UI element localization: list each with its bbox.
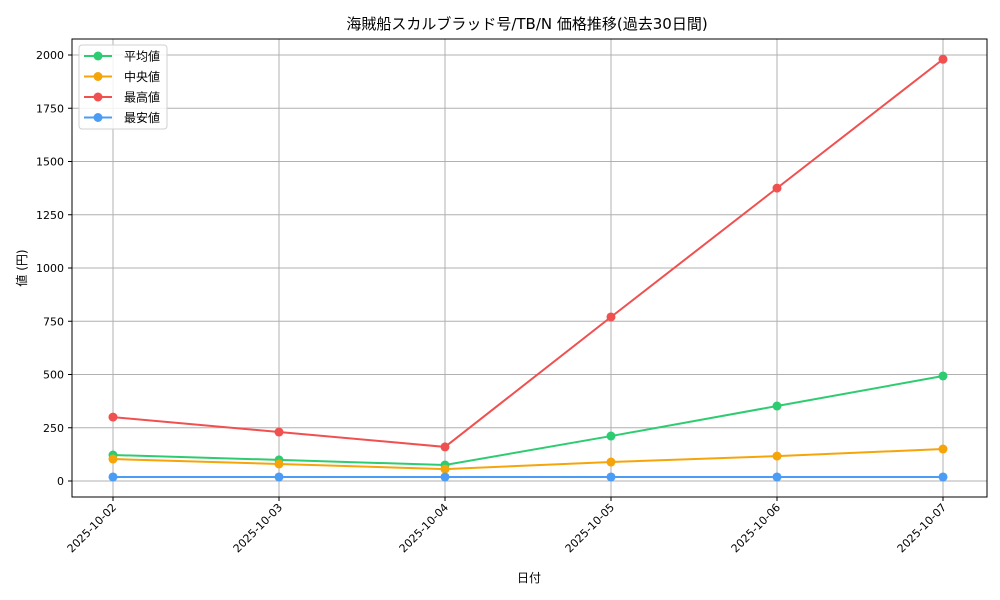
data-point [108,454,118,464]
y-tick-label: 1000 [36,262,64,275]
y-tick-label: 1250 [36,209,64,222]
y-tick-label: 1500 [36,156,64,169]
data-point [274,459,284,469]
data-point [772,472,782,482]
y-tick-label: 250 [43,422,64,435]
chart-title: 海賊船スカルブラッド号/TB/N 価格推移(過去30日間) [346,15,707,33]
legend-marker-icon [93,72,103,81]
data-point [606,457,616,467]
legend-label: 最高値 [124,90,160,105]
y-tick-label: 2000 [36,49,64,62]
legend-marker-icon [93,113,103,122]
series-layer [108,54,948,482]
y-axis: 0 250 500 750 1000 1250 1500 1750 2000 [36,49,72,488]
y-tick-label: 0 [57,475,64,488]
legend-label: 最安値 [124,110,160,125]
series-line [112,375,944,467]
legend-marker-icon [93,51,103,61]
data-point [938,444,948,454]
data-point [938,472,948,482]
x-tick-label: 2025-10-03 [231,501,285,555]
data-point [772,183,782,193]
data-point [772,451,782,461]
legend-box [78,44,168,130]
legend-item: 最高値 [84,90,160,105]
data-point [938,371,948,381]
data-point [440,464,450,474]
data-point [606,431,616,441]
y-axis-label: 値 (円) [14,249,29,286]
data-point [606,312,616,322]
data-point [108,412,118,422]
y-tick-label: 1750 [36,102,64,115]
series-2 [108,54,948,452]
x-tick-label: 2025-10-06 [729,501,783,555]
x-tick-label: 2025-10-04 [397,501,451,555]
data-point [606,472,616,482]
data-point [440,442,450,452]
y-tick-label: 750 [43,315,64,328]
legend-marker-icon [93,92,103,102]
legend-item: 最安値 [84,110,160,125]
data-point [938,54,948,64]
y-tick-label: 500 [43,369,64,382]
data-point [440,472,450,482]
series-3 [108,472,948,482]
x-axis-label: 日付 [517,571,541,585]
x-tick-label: 2025-10-07 [895,501,949,555]
data-point [772,401,782,411]
series-line [112,58,944,448]
legend-label: 平均値 [124,49,160,64]
data-point [274,472,284,482]
legend-item: 平均値 [84,49,160,64]
x-tick-label: 2025-10-05 [563,501,617,555]
series-line [112,448,944,471]
x-axis: 2025-10-02 2025-10-03 2025-10-04 2025-10-05… [65,497,949,555]
x-tick-label: 2025-10-02 [65,501,119,555]
series-1 [108,444,948,474]
data-point [108,472,118,482]
legend-item: 中央値 [84,69,160,84]
data-point [274,427,284,437]
grid-lines [72,39,987,497]
legend-label: 中央値 [124,69,160,84]
